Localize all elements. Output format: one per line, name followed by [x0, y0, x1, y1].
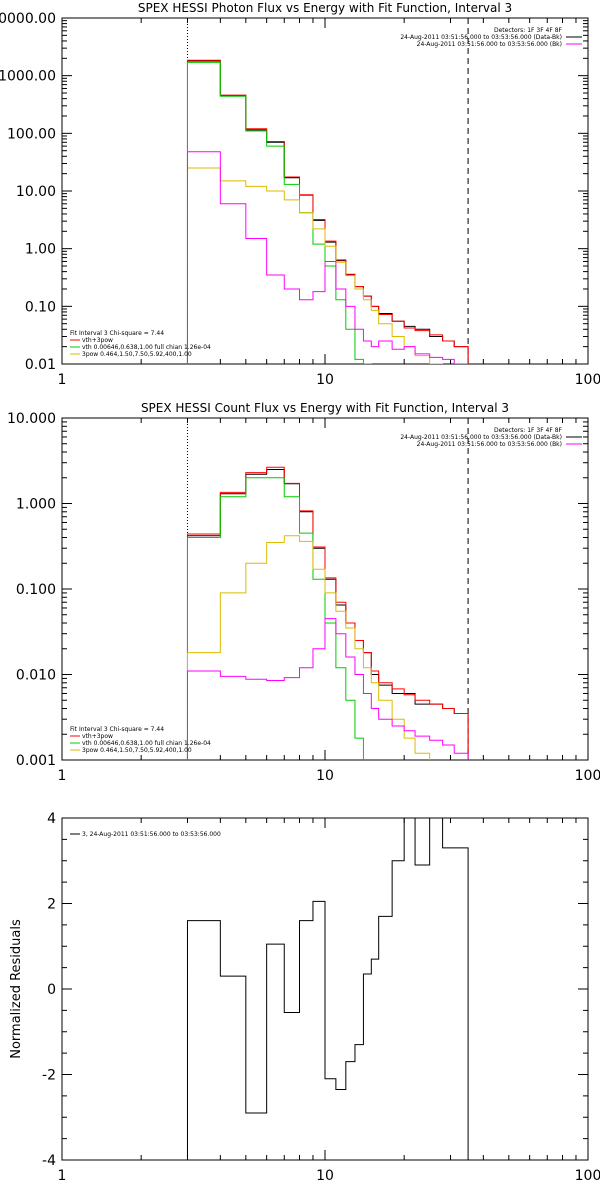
plot-area [186, 466, 469, 760]
y-tick-label: 0.001 [16, 753, 56, 769]
series-line-3 [186, 61, 372, 364]
legend-left-entry: vth 0.00646,0.638,1.00 full chian 1.26e-… [82, 740, 211, 747]
series-line-4 [186, 535, 431, 760]
y-tick-label: 0.01 [25, 357, 56, 373]
y-tick-label: 0.10 [25, 299, 56, 315]
y-tick-label: 10.000 [7, 411, 56, 427]
series-line-5 [186, 151, 469, 364]
plot-frame [61, 17, 589, 365]
x-tick-label: 1 [58, 768, 67, 784]
y-axis-label: Normalized Residuals [9, 919, 24, 1059]
chart-panel-3: 1 10 100 -4 -2 0 2 4 Normalized Residuals 3, 24-A… [9, 811, 600, 1184]
y-tick-label: 0 [47, 982, 56, 998]
series-line-1 [186, 468, 469, 760]
legend-left-entry: vth+3pow [82, 733, 113, 740]
x-tick-label: 100 [575, 372, 600, 388]
legend-left-entry: vth 0.00646,0.638,1.00 full chian 1.26e-… [82, 344, 211, 351]
y-tick-label: 10000.00 [0, 11, 56, 27]
series-line-2 [186, 59, 469, 364]
legend-left-entry: 3pow 0.464,1.50,7.50,5.92,400,1.00 [82, 747, 192, 754]
series-line-1 [186, 60, 469, 364]
x-tick-label: 10 [316, 1168, 334, 1184]
series-line-4 [186, 167, 444, 364]
legend-right-entry: 24-Aug-2011 03:51:56.000 to 03:53:56.000… [400, 34, 562, 41]
y-tick-label: 2 [47, 897, 56, 913]
legend-left-entry: 3pow 0.464,1.50,7.50,5.92,400,1.00 [82, 351, 192, 358]
x-tick-label: 100 [575, 768, 600, 784]
series-line-2 [186, 466, 469, 760]
plot-area [186, 59, 469, 364]
x-tick-label: 10 [316, 768, 334, 784]
x-tick-label: 1 [58, 1168, 67, 1184]
plot-area [186, 818, 469, 1160]
y-tick-label: 10.00 [16, 184, 56, 200]
x-tick-label: 100 [575, 1168, 600, 1184]
y-tick-label: 1000.00 [0, 69, 56, 85]
legend-right-entry: Detectors: 1F 3F 4F 8F [494, 427, 563, 434]
legend-right-entry: 24-Aug-2011 03:51:56.000 to 03:53:56.000… [400, 434, 562, 441]
y-tick-label: 4 [47, 811, 56, 827]
legend-left-entry: 3, 24-Aug-2011 03:51:56.000 to 03:53:56.… [82, 831, 221, 838]
chart-title: SPEX HESSI Photon Flux vs Energy with Fi… [138, 1, 512, 15]
legend-right-entry: 24-Aug-2011 03:51:56.000 to 03:53:56.000… [417, 41, 562, 48]
x-tick-label: 1 [58, 372, 67, 388]
y-tick-label: 0.010 [16, 668, 56, 684]
y-tick-label: 1.000 [16, 497, 56, 513]
series-line-5 [186, 618, 469, 760]
y-tick-label: 1.00 [25, 242, 56, 258]
y-tick-label: 0.100 [16, 582, 56, 598]
chart-title: SPEX HESSI Count Flux vs Energy with Fit… [141, 401, 509, 415]
series-line-3 [186, 477, 364, 760]
y-tick-label: 100.00 [7, 126, 56, 142]
chart-panel-2: SPEX HESSI Count Flux vs Energy with Fit… [7, 401, 600, 784]
series-line-1 [186, 818, 469, 1160]
legend-right-entry: 24-Aug-2011 03:51:56.000 to 03:53:56.000… [417, 441, 562, 448]
chart-panel-1: SPEX HESSI Photon Flux vs Energy with Fi… [0, 1, 600, 388]
x-tick-label: 10 [316, 372, 334, 388]
legend-right-entry: Detectors: 1F 3F 4F 8F [494, 27, 563, 34]
y-tick-label: -2 [42, 1068, 56, 1084]
legend-left-entry: Fit Interval 3 Chi-square = 7.44 [70, 726, 164, 733]
legend-left-entry: vth+3pow [82, 337, 113, 344]
legend-left-entry: Fit Interval 3 Chi-square = 7.44 [70, 330, 164, 337]
y-tick-label: -4 [42, 1153, 56, 1169]
